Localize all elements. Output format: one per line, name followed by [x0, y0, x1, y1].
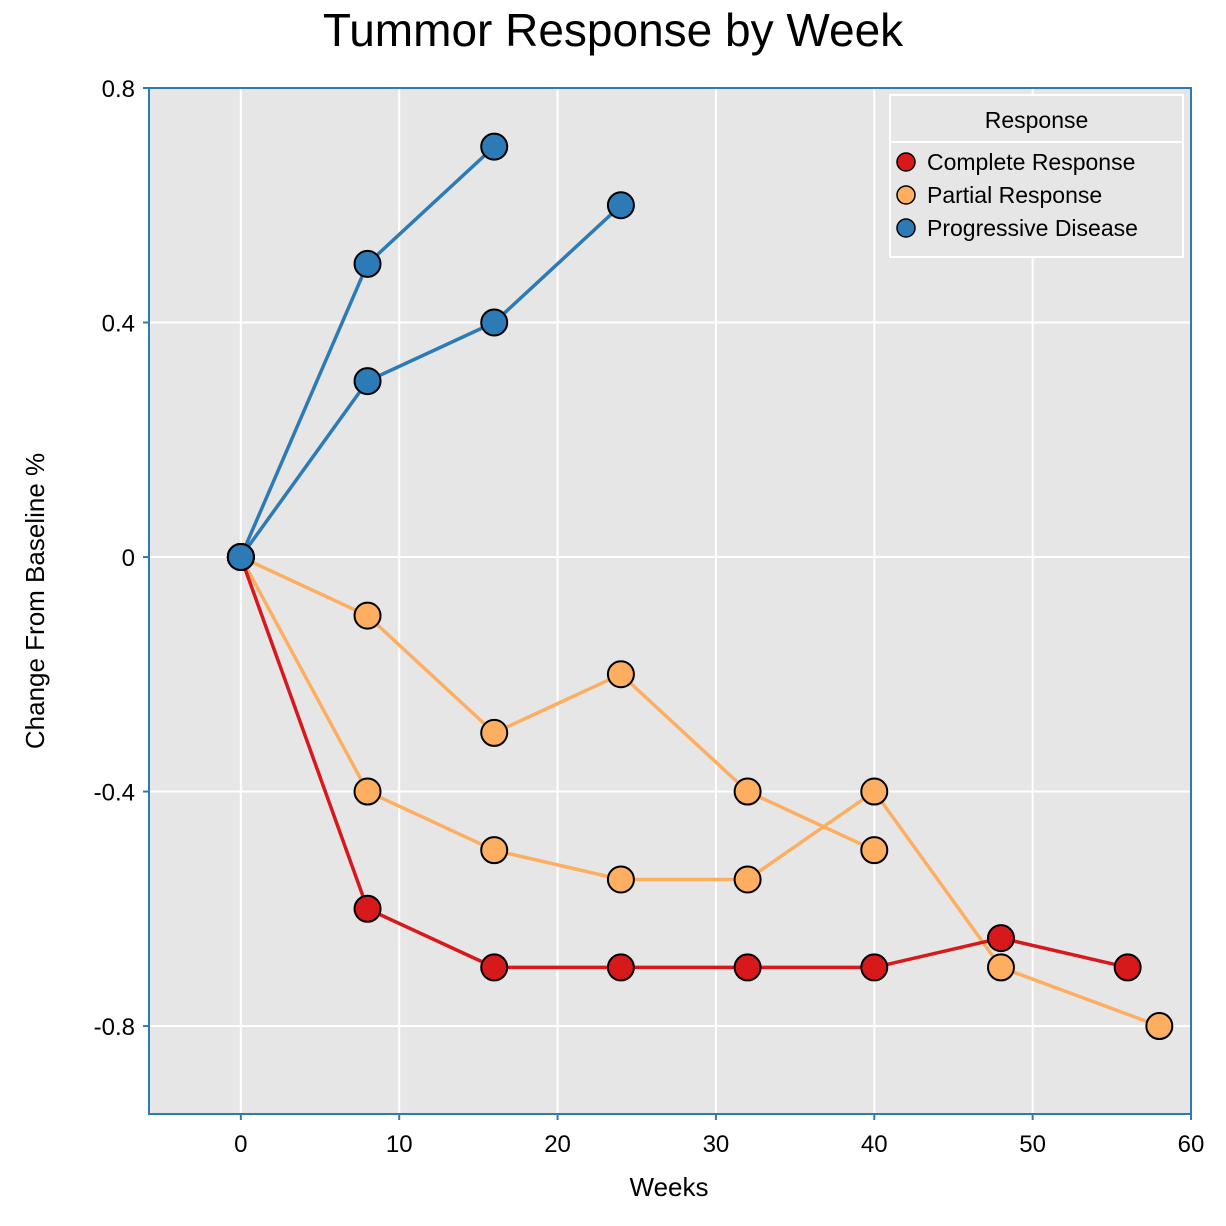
data-point-partial-response — [353, 601, 382, 630]
data-point-progressive-disease — [353, 367, 382, 396]
data-point-progressive-disease — [606, 191, 635, 220]
data-point-partial-response — [480, 836, 509, 865]
data-point-partial-response — [733, 777, 762, 806]
series-line-progressive-disease — [239, 204, 623, 559]
legend-label: Complete Response — [927, 149, 1135, 175]
series-points — [226, 132, 1174, 1041]
x-tick-label: 40 — [861, 1131, 888, 1158]
legend: Response Complete Response Partial Respons… — [889, 94, 1184, 258]
x-tick-label: 10 — [386, 1131, 413, 1158]
data-point-partial-response — [860, 836, 889, 865]
data-point-partial-response — [606, 865, 635, 894]
y-tick-label: 0 — [122, 545, 135, 572]
y-axis-label: Change From Baseline % — [20, 453, 50, 749]
legend-title: Response — [985, 107, 1089, 133]
legend-marker — [896, 185, 916, 205]
data-point-partial-response — [986, 953, 1015, 982]
data-point-progressive-disease — [353, 249, 382, 278]
data-point-partial-response — [606, 660, 635, 689]
series-line-complete-response — [239, 556, 1129, 970]
x-axis-label: Weeks — [630, 1172, 709, 1202]
legend-label: Progressive Disease — [927, 215, 1138, 241]
x-tick-label: 50 — [1019, 1131, 1046, 1158]
data-point-progressive-disease — [226, 543, 255, 572]
data-point-complete-response — [353, 894, 382, 923]
legend-marker — [896, 152, 916, 172]
chart-title: Tummor Response by Week — [323, 4, 904, 56]
legend-item: Progressive Disease — [896, 215, 1138, 241]
legend-label: Partial Response — [927, 182, 1102, 208]
data-point-complete-response — [860, 953, 889, 982]
data-point-progressive-disease — [480, 308, 509, 337]
legend-box — [889, 94, 1184, 258]
data-point-partial-response — [480, 718, 509, 747]
y-tick-label: 0.8 — [102, 76, 135, 103]
data-point-partial-response — [860, 777, 889, 806]
y-tick-label: -0.4 — [94, 780, 135, 807]
data-point-complete-response — [1113, 953, 1142, 982]
plot-frame — [148, 87, 1192, 1115]
y-tick-label: -0.8 — [94, 1014, 135, 1041]
x-tick-label: 0 — [234, 1131, 247, 1158]
x-tick-label: 60 — [1178, 1131, 1205, 1158]
series-lines — [239, 145, 1160, 1028]
data-point-partial-response — [353, 777, 382, 806]
y-axis: 0.8 0.4 0 -0.4 -0.8 — [94, 76, 149, 1041]
data-point-complete-response — [480, 953, 509, 982]
x-tick-label: 20 — [544, 1131, 571, 1158]
data-point-complete-response — [606, 953, 635, 982]
data-point-complete-response — [733, 953, 762, 982]
data-point-progressive-disease — [480, 132, 509, 161]
series-line-partial-response — [239, 556, 1160, 1028]
data-point-partial-response — [733, 865, 762, 894]
series-line-partial-response — [240, 555, 876, 852]
data-point-complete-response — [986, 924, 1015, 953]
legend-item: Partial Response — [896, 182, 1102, 208]
x-axis: 0 10 20 30 40 50 60 — [234, 1114, 1204, 1158]
x-tick-label: 30 — [703, 1131, 730, 1158]
legend-item: Complete Response — [896, 149, 1135, 175]
y-tick-label: 0.4 — [102, 311, 135, 338]
data-point-partial-response — [1145, 1012, 1174, 1041]
legend-marker — [896, 218, 916, 238]
